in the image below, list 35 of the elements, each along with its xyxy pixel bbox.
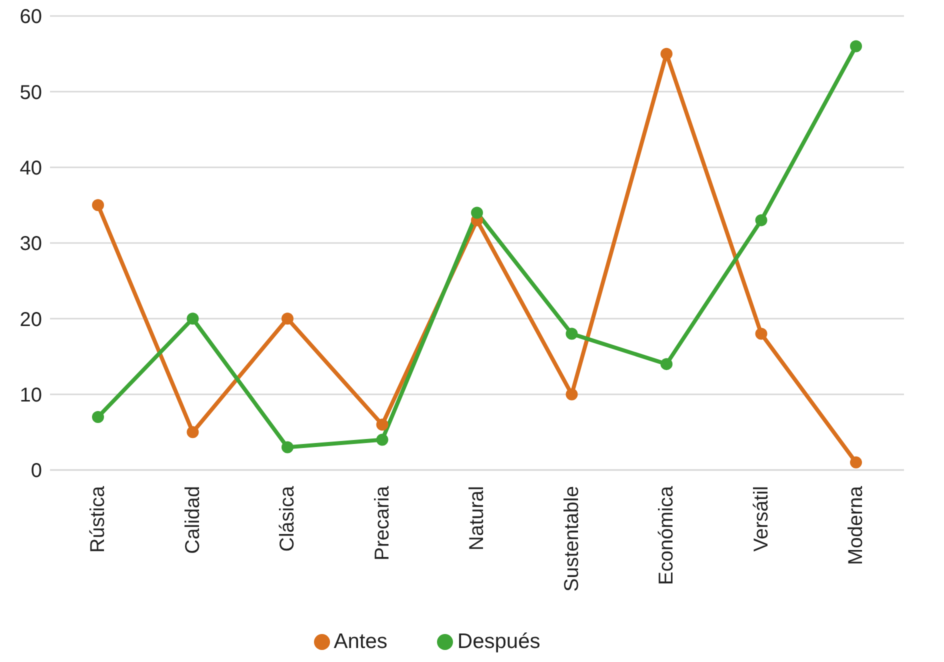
point	[92, 199, 104, 212]
point	[566, 328, 578, 340]
x-tick-label: Sustentable	[560, 486, 583, 592]
point	[850, 40, 862, 52]
y-tick-label: 30	[20, 233, 42, 256]
point	[471, 206, 483, 219]
point	[282, 312, 294, 325]
point	[660, 358, 672, 370]
point	[566, 388, 578, 400]
x-tick-label: Rústica	[87, 485, 109, 553]
point	[850, 456, 862, 468]
point	[376, 418, 388, 431]
legend-label: Antes	[334, 630, 388, 653]
point	[376, 434, 388, 446]
x-tick-label: Calidad	[182, 486, 204, 554]
x-tick-label: Versátil	[750, 486, 772, 552]
x-tick-label: Precaria	[371, 485, 394, 560]
y-tick-label: 40	[20, 157, 42, 180]
point	[660, 48, 672, 60]
point	[186, 426, 199, 438]
point	[92, 411, 104, 424]
y-tick-label: 20	[20, 308, 42, 331]
point	[186, 312, 199, 325]
x-tick-label: Económica	[656, 485, 678, 585]
point	[755, 328, 768, 340]
x-tick-label: Clásica	[276, 485, 298, 552]
x-tick-label: Moderna	[845, 485, 867, 565]
point	[755, 214, 768, 226]
legend-label: Después	[457, 630, 540, 653]
x-tick-label: Natural	[466, 486, 488, 550]
y-tick-label: 60	[20, 6, 42, 28]
y-tick-label: 50	[20, 82, 42, 104]
y-tick-label: 10	[20, 384, 42, 406]
point	[282, 441, 294, 454]
y-tick-label: 0	[30, 460, 42, 482]
